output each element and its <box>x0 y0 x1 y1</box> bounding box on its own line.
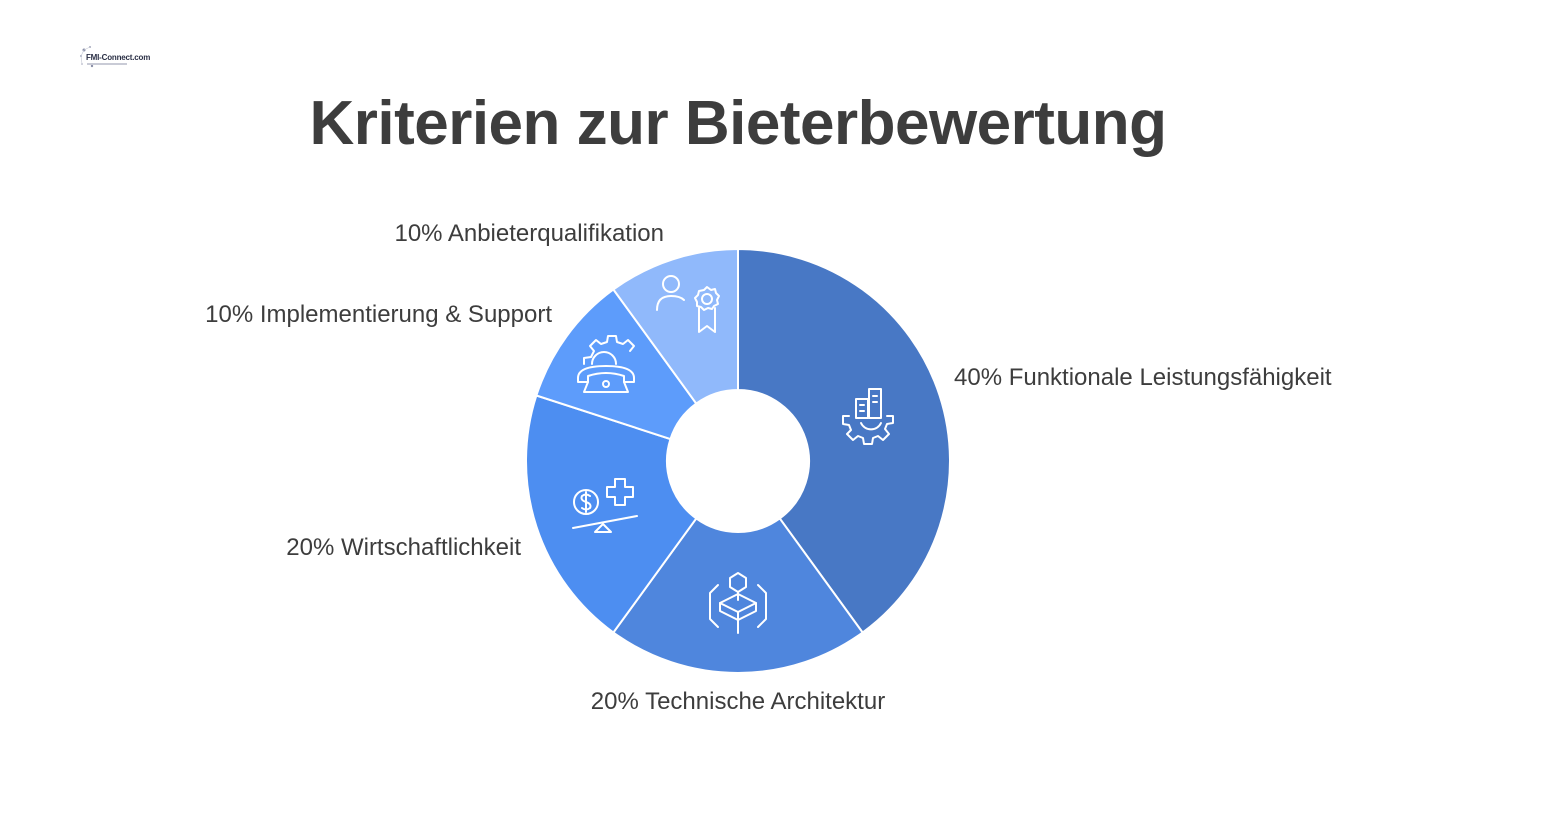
cost-benefit-balance-icon <box>572 478 638 533</box>
person-award-icon <box>656 275 720 333</box>
company-logo: FMI-Connect.com <box>78 44 150 72</box>
gear-with-building-icon <box>842 388 894 445</box>
slice-funktionale-leistungsfaehigkeit <box>737 247 951 634</box>
chart-icons <box>572 275 894 634</box>
logo-text: FMI-Connect.com <box>86 53 151 62</box>
slice-label-technische-architektur: 20% Technische Architektur <box>590 688 886 715</box>
chart-slices <box>525 247 951 674</box>
support-phone-gear-icon <box>577 335 635 393</box>
slice-label-anbieterqualifikation: 10% Anbieterqualifikation <box>394 220 664 247</box>
slice-label-funktionale-leistungsfaehigkeit: 40% Funktionale Leistungsfähigkeit <box>954 364 1332 391</box>
slice-wirtschaftlichkeit <box>525 394 698 634</box>
page-title: Kriterien zur Bieterbewertung <box>309 89 1167 158</box>
logo-tagline-line <box>87 63 127 65</box>
logo-network-icon <box>80 46 94 68</box>
layered-architecture-icon <box>709 572 767 634</box>
slice-label-wirtschaftlichkeit: 20% Wirtschaftlichkeit <box>286 534 521 561</box>
slice-label-implementierung-support: 10% Implementierung & Support <box>205 301 552 328</box>
